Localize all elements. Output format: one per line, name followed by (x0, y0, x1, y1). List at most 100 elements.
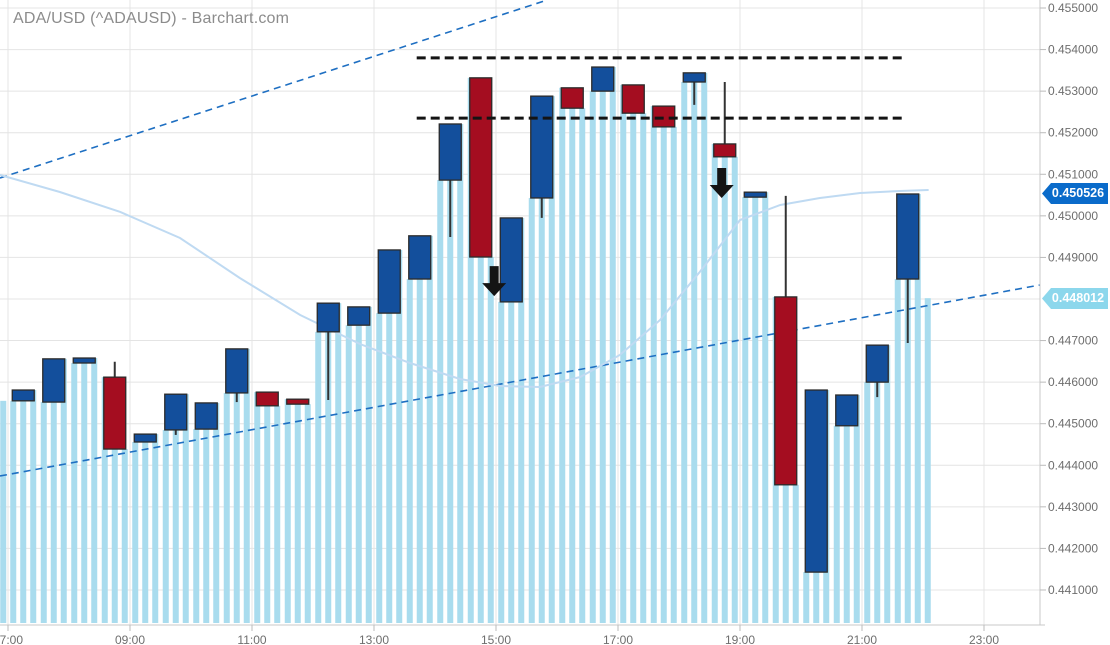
moving-average-curve (0, 173, 929, 388)
candle-body[interactable] (438, 123, 462, 181)
candle-body[interactable] (591, 66, 615, 92)
y-axis-label: 0.445000 (1048, 417, 1098, 431)
chart-plot-area[interactable] (0, 0, 1040, 625)
volume-stripe (691, 77, 698, 624)
y-axis-label: 0.443000 (1048, 500, 1098, 514)
candle-body[interactable] (11, 389, 35, 402)
candle-body[interactable] (286, 398, 310, 405)
candle-body[interactable] (164, 393, 188, 431)
volume-stripe (264, 398, 271, 623)
volume-stripe (50, 380, 57, 623)
volume-stripe (721, 150, 728, 623)
candle-body[interactable] (225, 348, 249, 394)
candle-body[interactable] (743, 191, 767, 198)
volume-stripe (20, 395, 27, 623)
volume-stripe (182, 394, 189, 623)
x-axis-label: 21:00 (847, 633, 877, 645)
candle-body[interactable] (560, 87, 584, 109)
x-axis-label: 07:00 (0, 633, 23, 645)
volume-stripe (528, 197, 535, 623)
volume-stripe (853, 395, 860, 623)
candle-body[interactable] (530, 95, 554, 199)
volume-stripe (396, 249, 403, 624)
candle-body[interactable] (652, 105, 676, 128)
volume-stripe (40, 402, 47, 623)
candle-body[interactable] (72, 357, 96, 364)
volume-stripe (30, 390, 37, 623)
volume-stripe (355, 316, 362, 623)
y-axis-label: 0.449000 (1048, 250, 1098, 264)
volume-stripe (365, 306, 372, 623)
volume-stripe (457, 123, 464, 624)
volume-stripe (864, 382, 871, 623)
volume-stripe (71, 363, 78, 623)
candle-body[interactable] (255, 391, 279, 407)
candle-body[interactable] (682, 72, 706, 83)
candle-body[interactable] (347, 306, 371, 326)
volume-stripe (345, 325, 352, 623)
volume-stripe (132, 441, 139, 623)
volume-stripe (874, 363, 881, 623)
volume-stripe (467, 77, 474, 624)
volume-stripe (213, 402, 220, 623)
volume-stripe (0, 400, 7, 623)
volume-stripe (792, 484, 799, 623)
chart-title: ADA/USD (^ADAUSD) - Barchart.com (13, 10, 290, 27)
x-axis-label: 09:00 (115, 633, 145, 645)
volume-stripe (894, 279, 901, 623)
volume-stripe (660, 116, 667, 623)
x-axis-label: 15:00 (481, 633, 511, 645)
volume-stripe (437, 180, 444, 623)
candle-body[interactable] (469, 77, 493, 258)
candle-body[interactable] (835, 394, 859, 427)
candle-body[interactable] (774, 296, 798, 486)
volume-stripe (620, 84, 627, 624)
candle-body[interactable] (103, 376, 127, 450)
volume-stripe (60, 358, 67, 623)
candle-body[interactable] (133, 433, 157, 443)
y-axis-label: 0.455000 (1048, 1, 1098, 15)
volume-stripe (284, 399, 291, 623)
candle-body[interactable] (865, 344, 889, 383)
candle-body[interactable] (499, 217, 523, 303)
volume-stripe (650, 106, 657, 623)
volume-stripe (914, 193, 921, 623)
volume-stripe (315, 331, 322, 623)
volume-stripe (162, 429, 169, 623)
volume-stripe (274, 405, 281, 623)
volume-stripe (701, 72, 708, 624)
y-axis-label: 0.453000 (1048, 84, 1098, 98)
candle-body[interactable] (621, 84, 645, 114)
candle-body[interactable] (42, 358, 66, 403)
candle-body[interactable] (408, 235, 432, 280)
candle-body[interactable] (896, 193, 920, 280)
volume-stripe (538, 147, 545, 624)
candle-body[interactable] (316, 302, 340, 333)
volume-stripe (569, 97, 576, 624)
y-axis-label: 0.451000 (1048, 167, 1098, 181)
volume-stripe (640, 113, 647, 624)
volume-stripe (172, 412, 179, 623)
volume-stripe (294, 401, 301, 623)
volume-stripe (731, 156, 738, 623)
volume-stripe (121, 449, 128, 623)
volume-stripe (904, 236, 911, 623)
down-arrow-icon (709, 167, 734, 198)
volume-stripe (447, 152, 454, 624)
candle-body[interactable] (804, 389, 828, 573)
volume-stripe (742, 197, 749, 623)
volume-stripe (10, 400, 17, 623)
volume-stripe (559, 87, 566, 624)
x-axis-label: 17:00 (603, 633, 633, 645)
volume-stripe (518, 217, 525, 623)
candle-body[interactable] (377, 249, 401, 314)
candle-body[interactable] (713, 143, 737, 158)
volume-stripe (386, 281, 393, 623)
volume-stripe (579, 108, 586, 623)
volume-stripe (223, 392, 230, 623)
volume-stripe (325, 317, 332, 623)
trendline-lower-support (0, 284, 1041, 477)
candle-body[interactable] (194, 402, 218, 430)
volume-stripe (91, 358, 98, 623)
